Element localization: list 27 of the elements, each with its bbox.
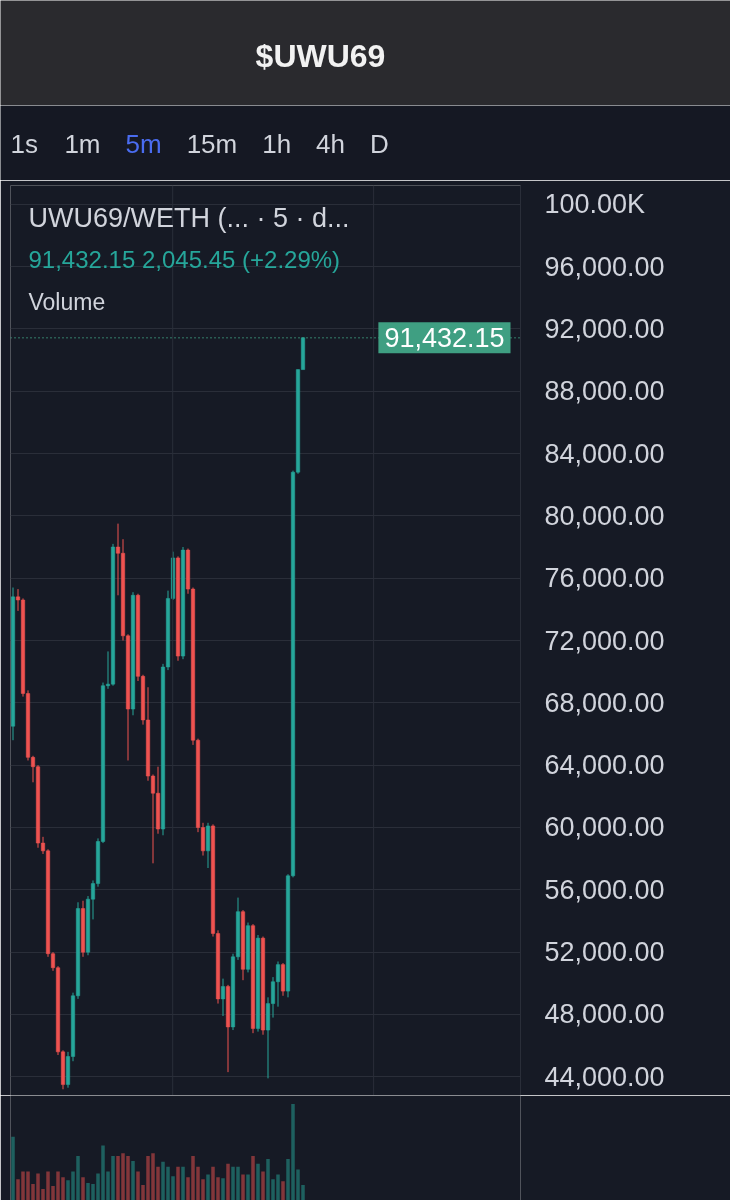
text: 15m: [186, 128, 238, 159]
text: 4h: [316, 128, 346, 159]
text: UWU69/WETH (... · 5 · d...: [28, 202, 350, 233]
y-tick-label: 52,000.00: [544, 937, 665, 968]
text: 1m: [64, 128, 101, 159]
text: D: [370, 128, 389, 159]
y-tick-label: 100.00K: [544, 189, 646, 220]
y-tick-label: 44,000.00: [544, 1061, 665, 1092]
y-tick-label: 92,000.00: [544, 313, 665, 344]
y-tick-label: 48,000.00: [544, 999, 665, 1030]
text: $UWU69: [255, 37, 386, 74]
y-tick-label: 56,000.00: [544, 874, 665, 905]
y-tick-label: 68,000.00: [544, 687, 665, 718]
text: 5m: [125, 128, 162, 159]
y-tick-label: 96,000.00: [544, 251, 665, 282]
text: 1h: [262, 128, 292, 159]
y-tick-label: 80,000.00: [544, 500, 665, 531]
y-tick-label: 88,000.00: [544, 376, 665, 407]
chart-title: Volume: [28, 288, 106, 315]
annotation: 91,432.15 2,045.45 (+2.29%): [28, 246, 341, 273]
y-tick-label: 84,000.00: [544, 438, 665, 469]
text: 1s: [10, 128, 38, 159]
y-tick-label: 76,000.00: [544, 563, 665, 594]
y-tick-label: 72,000.00: [544, 625, 665, 656]
ref-line-label: 91,432.15: [384, 323, 505, 354]
y-tick-label: 60,000.00: [544, 812, 665, 843]
y-tick-label: 64,000.00: [544, 750, 665, 781]
